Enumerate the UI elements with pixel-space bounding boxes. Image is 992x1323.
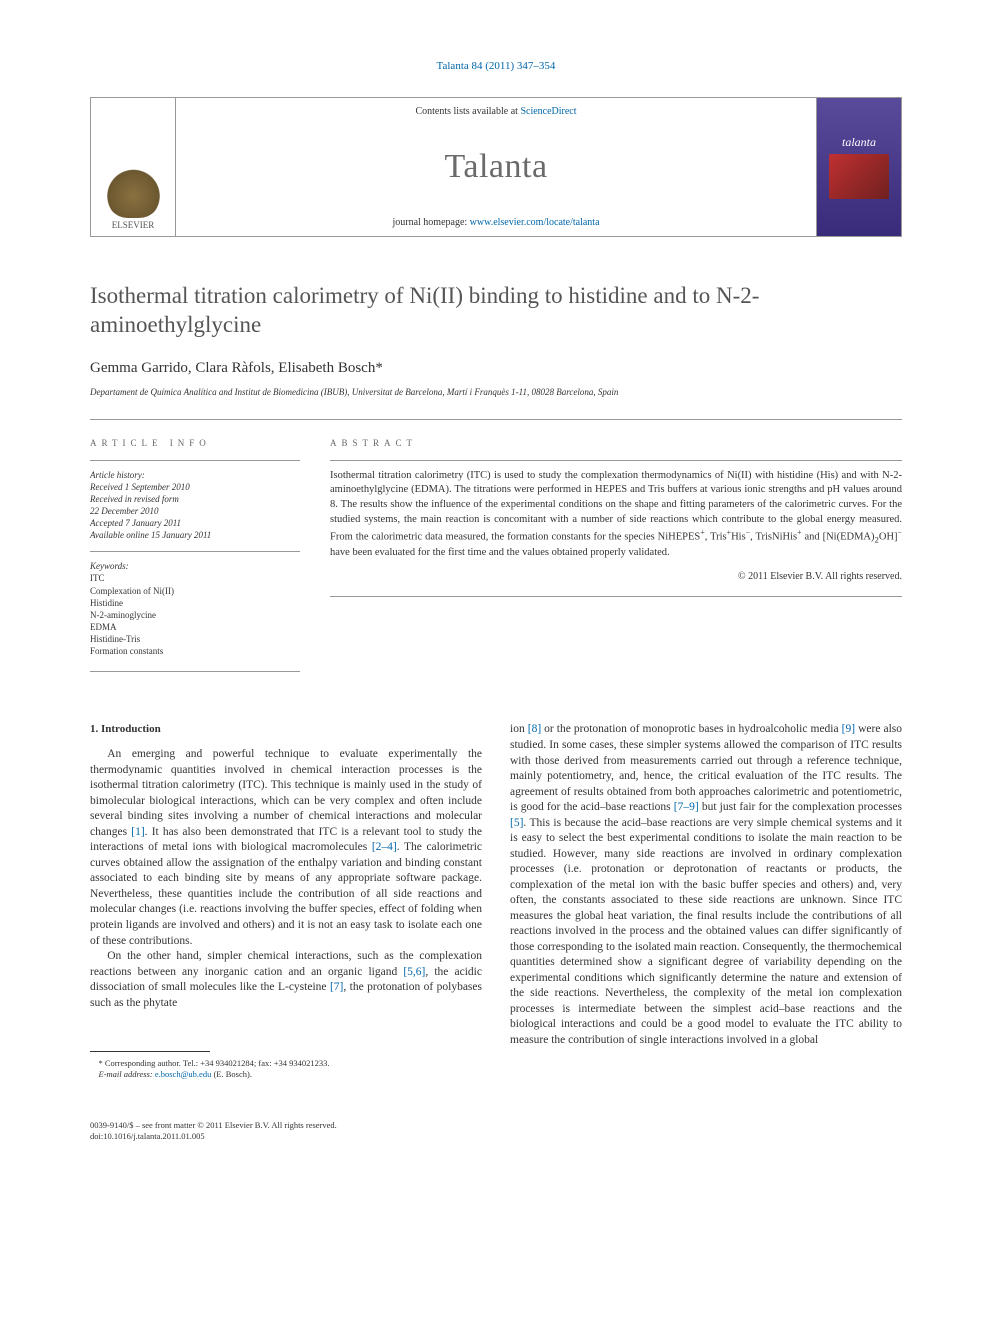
- contents-line: Contents lists available at ScienceDirec…: [415, 106, 576, 117]
- email-link[interactable]: e.bosch@ub.edu: [155, 1069, 211, 1079]
- email-name: (E. Bosch).: [211, 1069, 252, 1079]
- keyword-item: Complexation of Ni(II): [90, 585, 300, 597]
- citation-ref[interactable]: [5]: [510, 817, 523, 829]
- header-center: Contents lists available at ScienceDirec…: [176, 98, 816, 236]
- keywords-label: Keywords:: [90, 560, 300, 572]
- journal-header-box: ELSEVIER Contents lists available at Sci…: [90, 97, 902, 237]
- citation-journal-link[interactable]: Talanta: [437, 60, 469, 72]
- article-history: Article history: Received 1 September 20…: [90, 469, 300, 542]
- citation-ref[interactable]: [8]: [528, 723, 541, 735]
- divider-top: [90, 419, 902, 420]
- citation-ref[interactable]: [7–9]: [674, 801, 699, 813]
- citation-ref[interactable]: [7]: [330, 981, 343, 993]
- body-text: or the protonation of monoprotic bases i…: [541, 723, 841, 735]
- email-label: E-mail address:: [99, 1069, 155, 1079]
- homepage-link[interactable]: www.elsevier.com/locate/talanta: [470, 217, 600, 228]
- publisher-name: ELSEVIER: [112, 220, 155, 230]
- abstract-span: OH]: [879, 532, 898, 543]
- body-column-right: ion [8] or the protonation of monoprotic…: [510, 722, 902, 1142]
- cover-art-icon: [829, 154, 889, 199]
- history-revised2: 22 December 2010: [90, 505, 300, 517]
- keyword-item: EDMA: [90, 621, 300, 633]
- abstract-copyright: © 2011 Elsevier B.V. All rights reserved…: [330, 571, 902, 582]
- keywords-block: Keywords: ITC Complexation of Ni(II) His…: [90, 560, 300, 657]
- homepage-line: journal homepage: www.elsevier.com/locat…: [392, 217, 599, 228]
- authors-text: Gemma Garrido, Clara Ràfols, Elisabeth B…: [90, 360, 375, 376]
- article-info-label: ARTICLE INFO: [90, 438, 300, 448]
- journal-cover-cell: talanta: [816, 98, 901, 236]
- info-divider: [90, 460, 300, 461]
- corresponding-footnote: * Corresponding author. Tel.: +34 934021…: [90, 1058, 482, 1080]
- body-text: -cysteine: [285, 981, 330, 993]
- corr-tel-fax: * Corresponding author. Tel.: +34 934021…: [90, 1058, 482, 1069]
- corr-email-line: E-mail address: e.bosch@ub.edu (E. Bosch…: [90, 1069, 482, 1080]
- abstract-text: Isothermal titration calorimetry (ITC) i…: [330, 469, 902, 561]
- left-col-bottom-divider: [90, 671, 300, 672]
- body-text: . This is because the acid–base reaction…: [510, 817, 902, 1046]
- footer-copyright: 0039-9140/$ – see front matter © 2011 El…: [90, 1120, 482, 1131]
- smallcaps: L: [278, 981, 285, 993]
- body-text: . The calorimetric curves obtained allow…: [90, 841, 482, 946]
- publisher-logo-cell: ELSEVIER: [91, 98, 176, 236]
- footnote-separator: [90, 1051, 210, 1052]
- abstract-span: have been evaluated for the first time a…: [330, 547, 670, 558]
- body-text: ion: [510, 723, 528, 735]
- cover-label: talanta: [842, 135, 876, 150]
- abstract-span: His: [731, 532, 746, 543]
- page-footer: 0039-9140/$ – see front matter © 2011 El…: [90, 1120, 482, 1142]
- article-title: Isothermal titration calorimetry of Ni(I…: [90, 282, 902, 340]
- contents-prefix: Contents lists available at: [415, 106, 520, 117]
- abstract-span: and [Ni(EDMA): [802, 532, 875, 543]
- history-accepted: Accepted 7 January 2011: [90, 517, 300, 529]
- homepage-prefix: journal homepage:: [392, 217, 469, 228]
- abstract-span: , Tris: [705, 532, 727, 543]
- body-two-columns: 1. Introduction An emerging and powerful…: [90, 722, 902, 1142]
- history-online: Available online 15 January 2011: [90, 529, 300, 541]
- history-received: Received 1 September 2010: [90, 481, 300, 493]
- info-abstract-row: ARTICLE INFO Article history: Received 1…: [90, 438, 902, 673]
- keyword-item: ITC: [90, 572, 300, 584]
- body-column-left: 1. Introduction An emerging and powerful…: [90, 722, 482, 1142]
- journal-name: Talanta: [444, 148, 547, 186]
- abstract-label: ABSTRACT: [330, 438, 902, 448]
- body-paragraph: An emerging and powerful technique to ev…: [90, 747, 482, 949]
- body-paragraph: On the other hand, simpler chemical inte…: [90, 949, 482, 1011]
- keyword-item: Histidine-Tris: [90, 633, 300, 645]
- citation-ref[interactable]: [9]: [842, 723, 855, 735]
- abstract-span: , TrisNiHis: [750, 532, 797, 543]
- keyword-item: N-2-aminoglycine: [90, 609, 300, 621]
- citation-volpages: 84 (2011) 347–354: [472, 60, 556, 72]
- citation-ref[interactable]: [5,6]: [403, 966, 425, 978]
- sciencedirect-link[interactable]: ScienceDirect: [520, 106, 576, 117]
- history-revised1: Received in revised form: [90, 493, 300, 505]
- abstract-divider: [330, 460, 902, 461]
- affiliation: Departament de Química Analítica and Ins…: [90, 387, 902, 397]
- keyword-item: Formation constants: [90, 645, 300, 657]
- authors-line: Gemma Garrido, Clara Ràfols, Elisabeth B…: [90, 360, 902, 377]
- section-heading-intro: 1. Introduction: [90, 722, 482, 737]
- article-info-column: ARTICLE INFO Article history: Received 1…: [90, 438, 300, 673]
- citation-ref[interactable]: [1]: [131, 826, 144, 838]
- keywords-divider: [90, 551, 300, 552]
- abstract-column: ABSTRACT Isothermal titration calorimetr…: [330, 438, 902, 673]
- keyword-item: Histidine: [90, 597, 300, 609]
- right-col-bottom-divider: [330, 596, 902, 597]
- citation-ref[interactable]: [2–4]: [372, 841, 397, 853]
- body-text: were also studied. In some cases, these …: [510, 723, 902, 813]
- footer-doi: doi:10.1016/j.talanta.2011.01.005: [90, 1131, 482, 1142]
- journal-citation: Talanta 84 (2011) 347–354: [90, 60, 902, 72]
- sup: −: [898, 528, 902, 537]
- body-text: but just fair for the complexation proce…: [699, 801, 902, 813]
- elsevier-tree-icon: [106, 163, 161, 218]
- body-paragraph: ion [8] or the protonation of monoprotic…: [510, 722, 902, 1048]
- corresponding-marker: *: [375, 360, 383, 376]
- history-label: Article history:: [90, 469, 300, 481]
- body-text: An emerging and powerful technique to ev…: [90, 748, 482, 838]
